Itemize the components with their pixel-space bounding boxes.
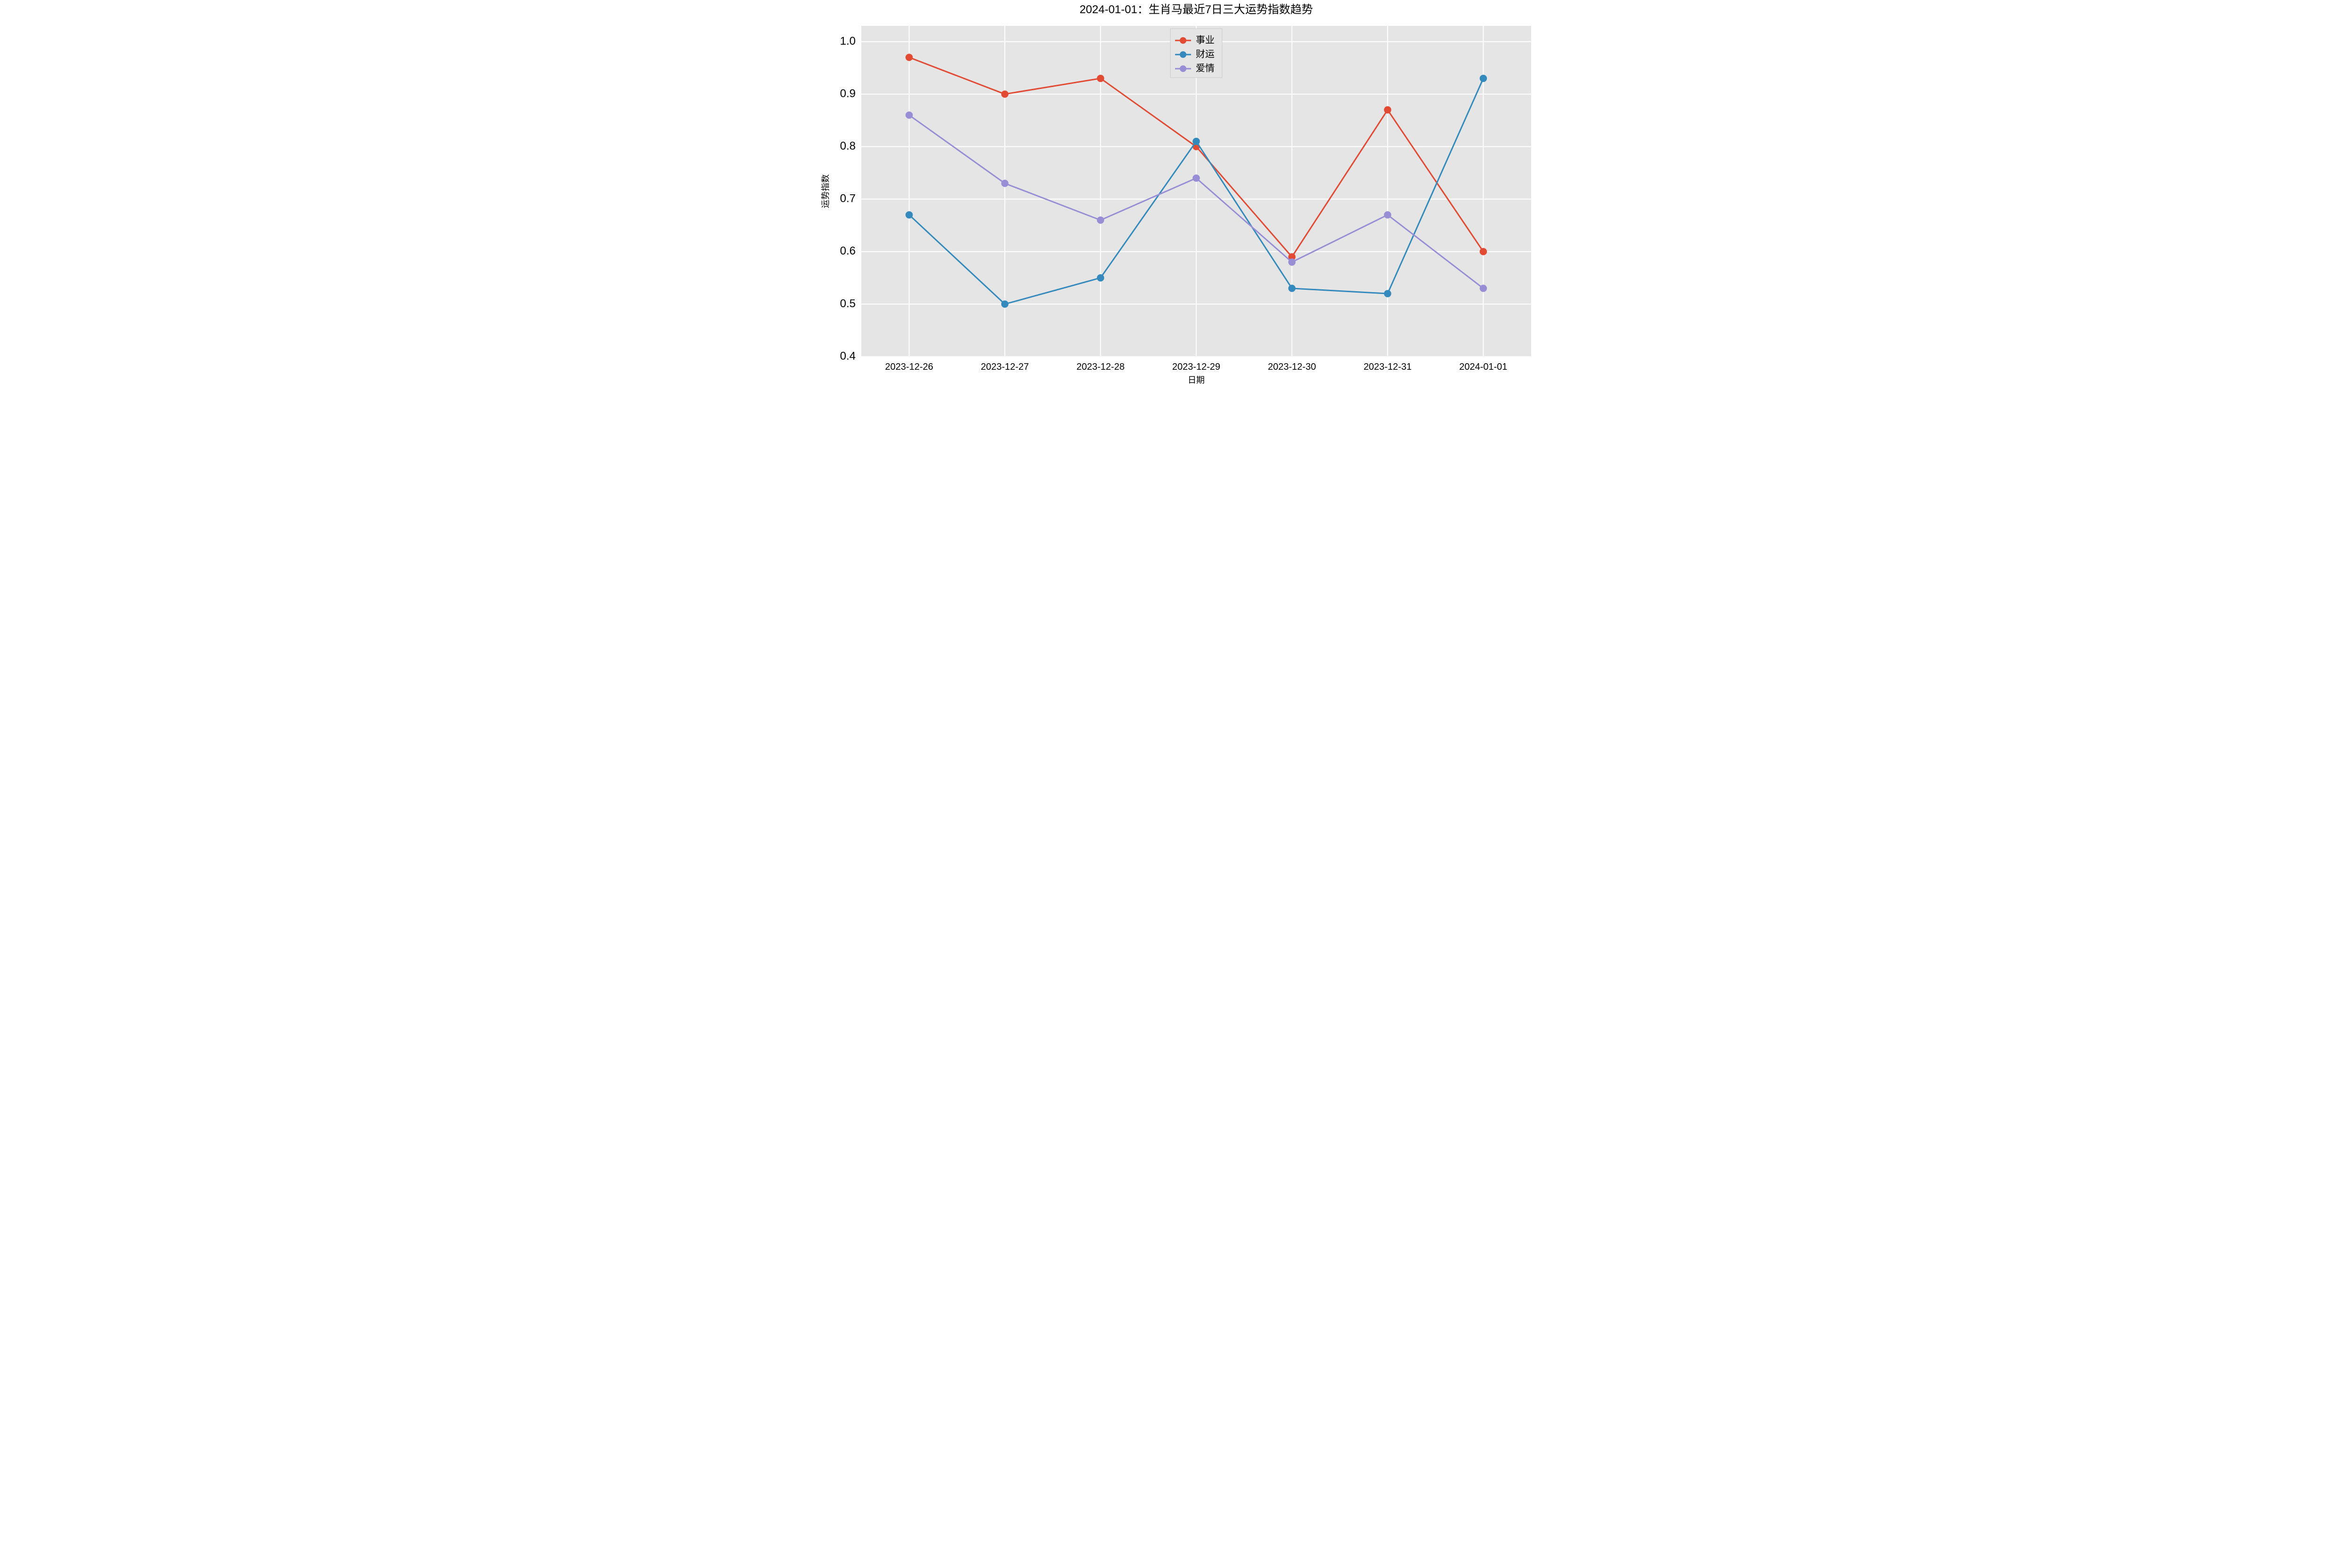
series-marker (906, 54, 912, 61)
line-chart: 0.4 0.5 0.6 0.7 0.8 0.9 1.0 2023-12-26 2023-12-2… (812, 0, 1541, 392)
legend-label: 事业 (1196, 34, 1215, 45)
y-tick-label: 0.8 (840, 140, 855, 152)
x-axis-label: 日期 (1188, 375, 1205, 385)
y-tick-label: 0.5 (840, 297, 855, 310)
x-tick-label: 2023-12-27 (980, 362, 1028, 372)
series-marker (1097, 217, 1104, 223)
y-tick-label: 0.4 (840, 350, 855, 362)
series-marker (1480, 75, 1486, 82)
y-tick-label: 0.7 (840, 192, 855, 205)
x-tick-label: 2023-12-26 (885, 362, 933, 372)
y-axis-label: 运势指数 (821, 175, 830, 208)
series-marker (906, 212, 912, 218)
chart-title: 2024-01-01：生肖马最近7日三大运势指数趋势 (1079, 3, 1312, 16)
x-tick-label: 2023-12-31 (1363, 362, 1411, 372)
legend-marker (1180, 51, 1186, 58)
series-marker (1193, 138, 1200, 144)
series-marker (1384, 290, 1391, 297)
series-marker (1480, 248, 1486, 255)
series-marker (906, 112, 912, 119)
x-tick-label: 2023-12-29 (1172, 362, 1220, 372)
x-tick-label: 2023-12-28 (1076, 362, 1124, 372)
y-tick-label: 0.6 (840, 245, 855, 257)
series-marker (1097, 275, 1104, 281)
chart-container: 0.4 0.5 0.6 0.7 0.8 0.9 1.0 2023-12-26 2023-12-2… (812, 0, 1541, 392)
x-tick-label: 2024-01-01 (1459, 362, 1507, 372)
series-marker (1193, 175, 1200, 182)
legend-marker (1180, 65, 1186, 72)
series-marker (1001, 91, 1008, 97)
series-marker (1097, 75, 1104, 82)
series-marker (1001, 180, 1008, 187)
x-tick-label: 2023-12-30 (1268, 362, 1316, 372)
series-marker (1384, 107, 1391, 113)
legend-label: 爱情 (1196, 63, 1215, 73)
series-marker (1001, 301, 1008, 307)
legend: 事业财运爱情 (1170, 29, 1222, 78)
y-tick-label: 1.0 (840, 35, 855, 48)
series-marker (1288, 285, 1295, 292)
series-marker (1384, 212, 1391, 218)
legend-label: 财运 (1196, 48, 1215, 59)
y-tick-label: 0.9 (840, 87, 855, 100)
series-marker (1480, 285, 1486, 292)
legend-marker (1180, 37, 1186, 44)
series-marker (1288, 259, 1295, 265)
